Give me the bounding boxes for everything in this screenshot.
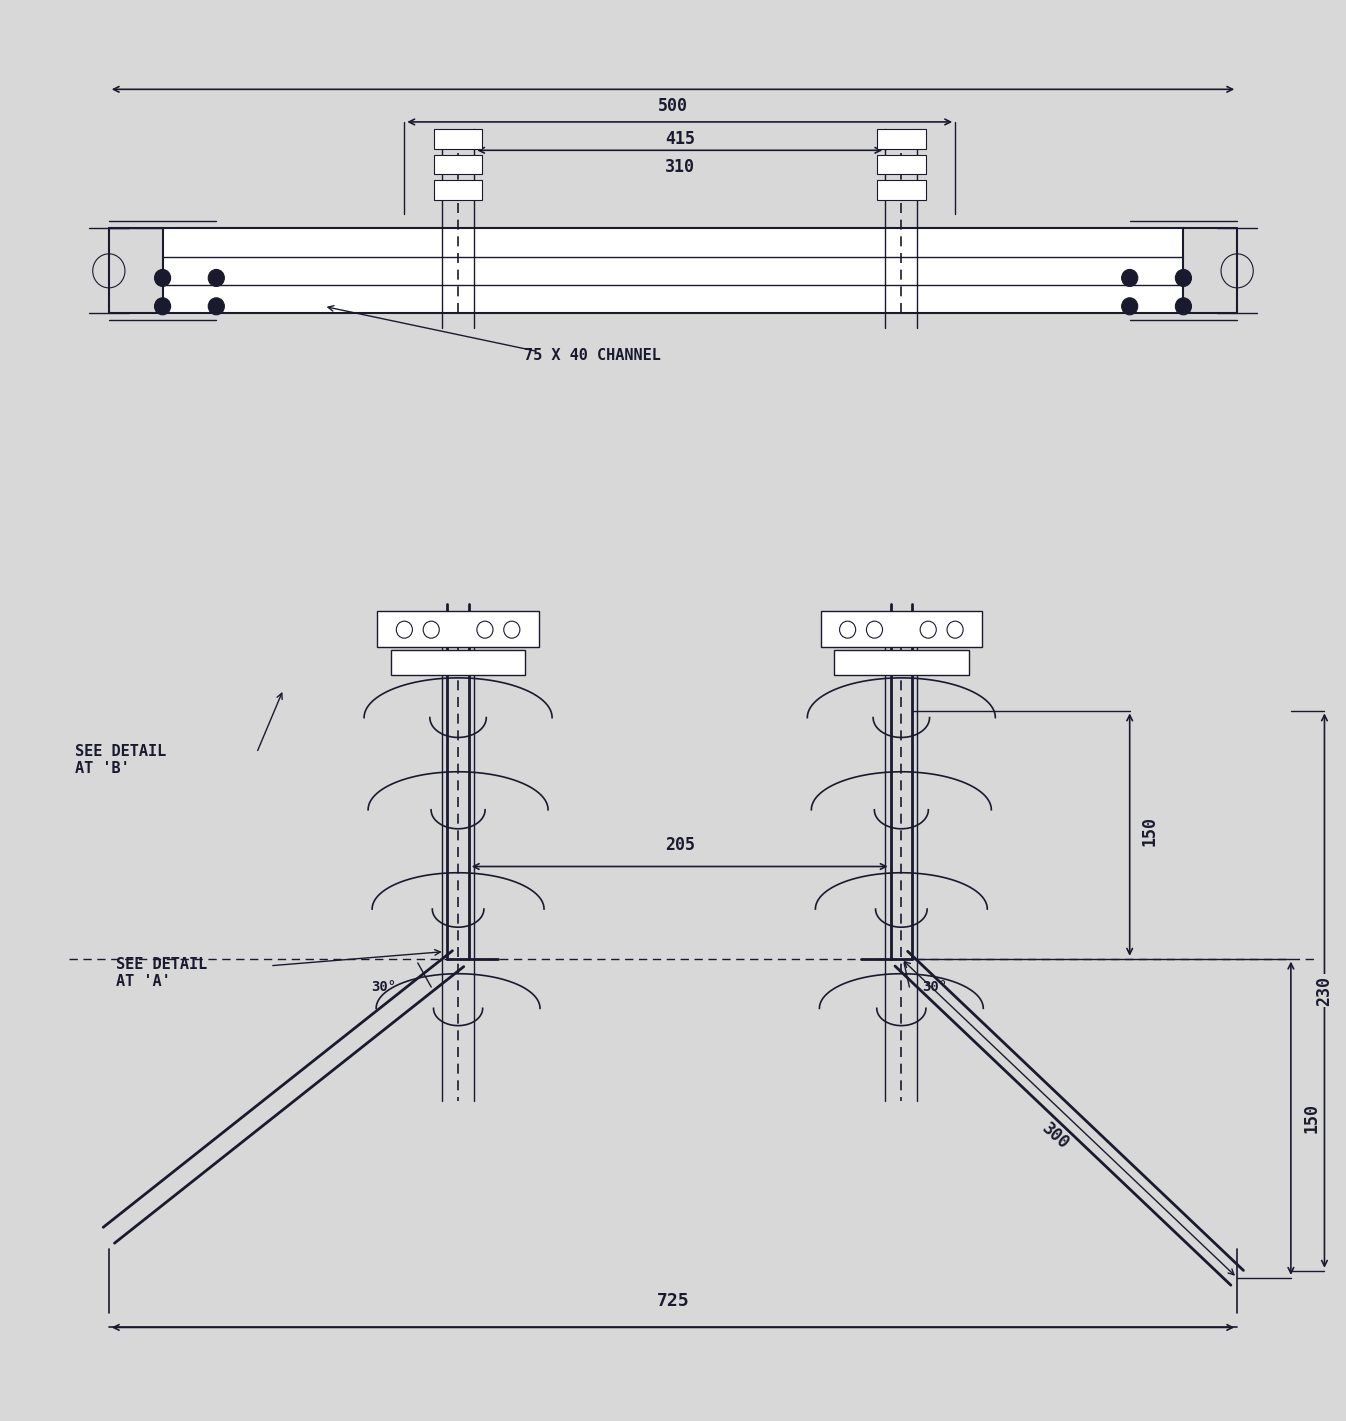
FancyBboxPatch shape (163, 229, 1183, 314)
Circle shape (1175, 270, 1191, 287)
Text: 150: 150 (1302, 1103, 1320, 1133)
Circle shape (1175, 298, 1191, 315)
Text: 230: 230 (1315, 976, 1334, 1006)
Text: SEE DETAIL
AT 'B': SEE DETAIL AT 'B' (75, 745, 167, 776)
Text: 500: 500 (658, 97, 688, 115)
Circle shape (155, 298, 171, 315)
Text: 205: 205 (665, 836, 695, 854)
Text: 415: 415 (665, 129, 695, 148)
Circle shape (1121, 298, 1137, 315)
FancyBboxPatch shape (433, 180, 482, 200)
FancyBboxPatch shape (878, 180, 926, 200)
FancyBboxPatch shape (878, 155, 926, 175)
Text: 75 X 40 CHANNEL: 75 X 40 CHANNEL (524, 348, 661, 364)
Text: 310: 310 (665, 158, 695, 176)
Text: 150: 150 (1141, 816, 1159, 845)
Text: 300: 300 (1039, 1120, 1073, 1152)
FancyBboxPatch shape (377, 611, 538, 647)
Text: 725: 725 (657, 1293, 689, 1310)
Circle shape (209, 270, 225, 287)
FancyBboxPatch shape (390, 649, 525, 675)
FancyBboxPatch shape (821, 611, 983, 647)
FancyBboxPatch shape (835, 649, 969, 675)
Circle shape (209, 298, 225, 315)
Circle shape (1121, 270, 1137, 287)
FancyBboxPatch shape (878, 129, 926, 149)
Circle shape (155, 270, 171, 287)
Text: SEE DETAIL
AT 'A': SEE DETAIL AT 'A' (116, 956, 207, 989)
FancyBboxPatch shape (433, 155, 482, 175)
Text: 30°: 30° (371, 980, 397, 995)
FancyBboxPatch shape (433, 129, 482, 149)
Text: 30°: 30° (922, 980, 948, 995)
